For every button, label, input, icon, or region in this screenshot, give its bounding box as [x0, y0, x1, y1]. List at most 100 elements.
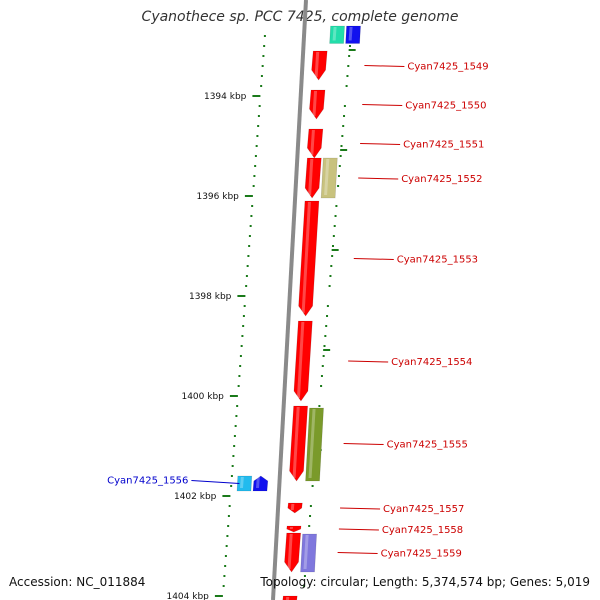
- gene-feature: [300, 533, 317, 573]
- minor-tick-dot: [330, 265, 333, 267]
- minor-tick-dot: [326, 305, 329, 307]
- minor-tick-dot: [331, 255, 334, 257]
- minor-tick-dot: [333, 225, 336, 227]
- minor-tick-dot: [328, 285, 331, 287]
- minor-tick-dot: [252, 185, 255, 187]
- minor-tick-dot: [238, 375, 241, 377]
- gene-feature: [286, 525, 302, 533]
- gene-label: Cyan7425_1556: [107, 476, 188, 487]
- minor-tick-dot: [320, 385, 323, 387]
- minor-tick-dot: [225, 545, 228, 547]
- minor-tick-dot: [303, 585, 306, 587]
- minor-tick-dot: [226, 535, 229, 537]
- minor-tick-dot: [262, 55, 265, 57]
- minor-tick-dot: [228, 505, 231, 507]
- minor-tick-dot: [251, 205, 254, 207]
- minor-tick-dot: [323, 345, 326, 347]
- minor-tick-dot: [239, 355, 242, 357]
- minor-tick-dot: [340, 145, 343, 147]
- gene-label-line: [338, 528, 379, 531]
- gene-label: Cyan7425_1558: [382, 525, 463, 536]
- minor-tick-dot: [242, 325, 245, 327]
- minor-tick-dot: [324, 335, 327, 337]
- gene-feature: [284, 532, 302, 573]
- gene-label: Cyan7425_1557: [383, 504, 464, 515]
- minor-tick-dot: [233, 445, 236, 447]
- gene-feature: [305, 407, 324, 482]
- minor-tick-dot: [318, 405, 321, 407]
- gene-feature-highlight: [303, 535, 309, 569]
- minor-tick-dot: [311, 485, 314, 487]
- major-tick-label: 1398 kbp: [189, 292, 232, 302]
- minor-tick-dot: [234, 425, 237, 427]
- minor-tick-dot: [243, 305, 246, 307]
- gene-feature: [298, 200, 320, 317]
- gene-feature-highlight: [239, 477, 244, 488]
- minor-tick-dot: [348, 55, 351, 57]
- gene-feature: [304, 157, 322, 199]
- minor-tick-dot: [332, 235, 335, 237]
- major-tick-label: 1402 kbp: [174, 492, 217, 502]
- minor-tick-dot: [309, 505, 312, 507]
- minor-tick-dot: [263, 45, 266, 47]
- major-tick-label: 1394 kbp: [204, 92, 247, 102]
- gene-feature: [289, 405, 308, 482]
- minor-tick-dot: [247, 255, 250, 257]
- minor-tick-dot: [222, 585, 225, 587]
- gene-feature-highlight: [296, 322, 305, 398]
- major-tick-mark: [222, 495, 231, 497]
- gene-label: Cyan7425_1554: [391, 357, 472, 368]
- minor-tick-dot: [308, 525, 311, 527]
- odd-kbp-dash: [340, 149, 348, 151]
- backbone-layer: [271, 0, 308, 600]
- gene-feature: [345, 25, 361, 44]
- genome-backbone: [271, 0, 308, 600]
- gene-label-line: [353, 258, 394, 260]
- gene-label: Cyan7425_1559: [381, 549, 462, 560]
- minor-tick-dot: [254, 155, 257, 157]
- gene-feature-highlight: [308, 159, 314, 195]
- gene-feature: [293, 320, 313, 402]
- minor-tick-dot: [342, 125, 345, 127]
- minor-tick-dot: [256, 135, 259, 137]
- accession-text: Accession: NC_011884: [9, 575, 146, 589]
- gene-label: Cyan7425_1555: [387, 440, 468, 451]
- minor-tick-dot: [227, 525, 230, 527]
- gene-label-line: [337, 552, 378, 554]
- minor-tick-dot: [255, 145, 258, 147]
- gene-label: Cyan7425_1552: [401, 174, 482, 185]
- major-tick-mark: [214, 595, 223, 597]
- minor-tick-dot: [231, 465, 234, 467]
- minor-tick-dot: [322, 355, 325, 357]
- minor-tick-dot: [245, 275, 248, 277]
- minor-tick-dot: [334, 215, 337, 217]
- gene-feature: [252, 475, 269, 492]
- odd-kbp-dash: [331, 249, 339, 251]
- minor-tick-dot: [254, 165, 257, 167]
- gene-feature-highlight: [287, 534, 293, 569]
- gene-label-line: [360, 143, 401, 145]
- gene-feature: [320, 157, 338, 199]
- minor-tick-dot: [338, 165, 341, 167]
- minor-tick-dot: [345, 85, 348, 87]
- gene-feature-highlight: [312, 91, 318, 116]
- genes-layer: [236, 25, 361, 600]
- major-tick-label: 1400 kbp: [181, 392, 224, 402]
- gene-label: Cyan7425_1549: [407, 62, 488, 73]
- minor-tick-dot: [260, 75, 263, 77]
- minor-tick-dot: [348, 45, 351, 47]
- gene-label-line: [191, 480, 240, 484]
- gene-feature: [287, 502, 303, 514]
- minor-tick-dot: [249, 225, 252, 227]
- gene-feature: [236, 475, 253, 492]
- gene-feature-highlight: [292, 407, 300, 478]
- minor-tick-dot: [237, 385, 240, 387]
- minor-tick-dot: [224, 565, 227, 567]
- gene-label: Cyan7425_1551: [403, 140, 484, 151]
- minor-tick-dot: [232, 455, 235, 457]
- topology-summary-text: Topology: circular; Length: 5,374,574 bp…: [260, 575, 590, 589]
- gene-feature: [329, 25, 345, 44]
- minor-tick-dot: [335, 205, 338, 207]
